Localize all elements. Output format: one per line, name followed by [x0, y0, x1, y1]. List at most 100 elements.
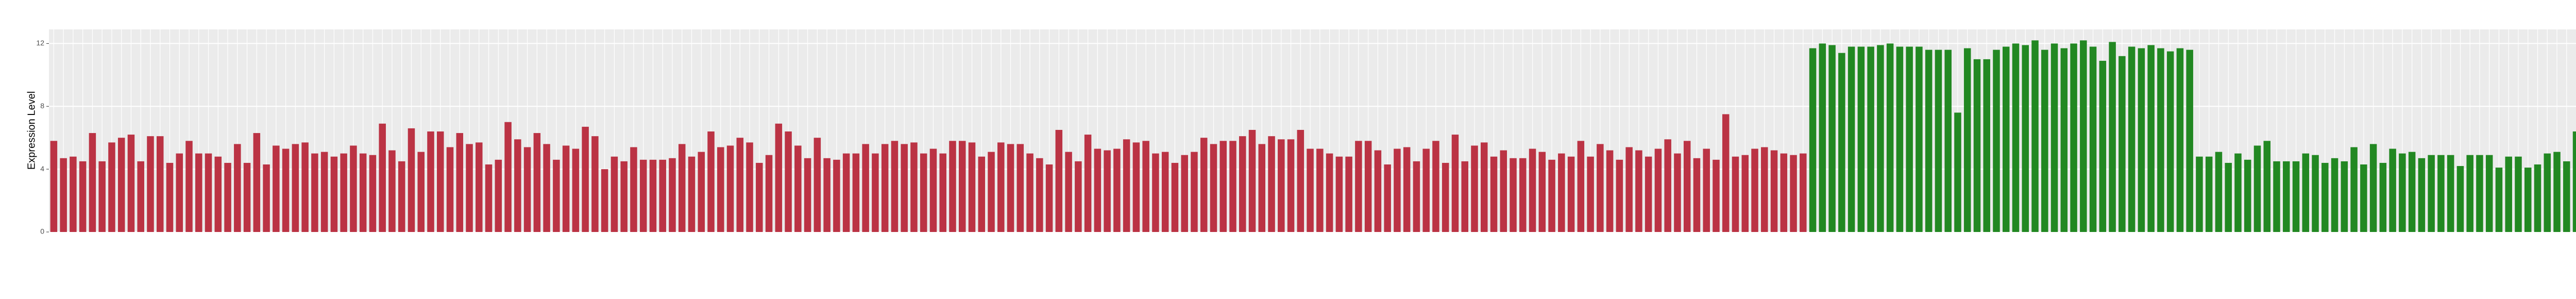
- bar: [842, 153, 850, 232]
- bar: [147, 136, 154, 232]
- bar: [1364, 141, 1372, 232]
- bar: [2292, 161, 2300, 232]
- bar: [1026, 153, 1033, 232]
- bar: [1906, 46, 1913, 232]
- bar: [1963, 48, 1971, 232]
- bar: [2524, 168, 2532, 232]
- bar: [929, 148, 937, 232]
- bar: [726, 145, 734, 232]
- bar: [688, 156, 696, 232]
- bar: [1751, 148, 1758, 232]
- bar: [2379, 162, 2387, 232]
- bar: [2447, 155, 2454, 232]
- bar: [736, 138, 744, 232]
- bar: [872, 153, 879, 232]
- bar: [2215, 152, 2223, 232]
- bar: [50, 141, 58, 232]
- bar: [707, 131, 715, 232]
- bar: [601, 169, 608, 232]
- bar: [1104, 150, 1111, 232]
- bar: [775, 123, 783, 232]
- bar: [2225, 162, 2232, 232]
- bar: [1567, 156, 1575, 232]
- bar: [1191, 152, 1198, 232]
- bar: [2273, 161, 2280, 232]
- bar: [1355, 141, 1362, 232]
- bar: [2331, 158, 2338, 232]
- bar: [1181, 155, 1188, 232]
- bar: [1471, 145, 1478, 232]
- bar: [89, 133, 96, 232]
- bar: [301, 142, 309, 232]
- bar: [1819, 43, 1826, 232]
- bar: [127, 135, 135, 232]
- bar: [717, 147, 724, 232]
- bar: [485, 164, 493, 232]
- bar: [958, 141, 966, 232]
- bar: [2350, 147, 2358, 232]
- bar: [185, 141, 193, 232]
- bar: [2012, 43, 2020, 232]
- bar: [2253, 145, 2261, 232]
- bar: [2138, 48, 2145, 232]
- bar: [417, 152, 425, 232]
- bar: [1490, 156, 1498, 232]
- bar: [2515, 156, 2522, 232]
- bar: [2041, 49, 2048, 232]
- bar: [436, 131, 444, 232]
- bar: [978, 156, 986, 232]
- bar: [1925, 49, 1933, 232]
- bar: [388, 150, 396, 232]
- bar: [2312, 155, 2319, 232]
- bar: [1848, 46, 1855, 232]
- y-tick-label: 12: [36, 39, 44, 47]
- bar: [2089, 46, 2097, 232]
- bar: [1432, 141, 1439, 232]
- bar: [1345, 156, 1352, 232]
- bar: [1055, 129, 1063, 232]
- bar: [176, 153, 183, 232]
- bar: [117, 138, 125, 232]
- bar: [823, 158, 831, 232]
- bar: [1616, 159, 1623, 232]
- bar: [243, 162, 251, 232]
- bar: [2466, 155, 2473, 232]
- bar: [311, 153, 318, 232]
- bar: [1693, 158, 1701, 232]
- bar: [2283, 161, 2290, 232]
- bar: [901, 144, 908, 232]
- bar: [2234, 153, 2242, 232]
- bar: [2572, 131, 2576, 232]
- y-axis-label: Expression Level: [26, 91, 37, 170]
- bar: [2031, 40, 2039, 232]
- bar: [1113, 148, 1121, 232]
- bar: [263, 164, 270, 232]
- bar: [340, 153, 347, 232]
- bar: [785, 131, 792, 232]
- bar: [2505, 156, 2512, 232]
- bar: [620, 161, 628, 232]
- bar: [2263, 141, 2271, 232]
- bar: [1016, 144, 1024, 232]
- bar: [292, 144, 299, 232]
- bar: [1413, 161, 1420, 232]
- bar: [611, 156, 618, 232]
- bar: [1674, 153, 1681, 232]
- bar: [1713, 159, 1720, 232]
- bar: [1316, 148, 1324, 232]
- bar: [1867, 46, 1874, 232]
- bar: [997, 142, 1005, 232]
- bar: [1422, 148, 1430, 232]
- bar: [1548, 159, 1555, 232]
- bar: [1916, 46, 1923, 232]
- bar: [1857, 46, 1865, 232]
- bar: [746, 142, 753, 232]
- bar: [1161, 152, 1169, 232]
- bar: [968, 142, 976, 232]
- bar: [2128, 46, 2136, 232]
- bar: [1800, 153, 1807, 232]
- bar: [2186, 49, 2193, 232]
- bar: [2389, 148, 2396, 232]
- bar: [678, 144, 686, 232]
- bar: [794, 145, 802, 232]
